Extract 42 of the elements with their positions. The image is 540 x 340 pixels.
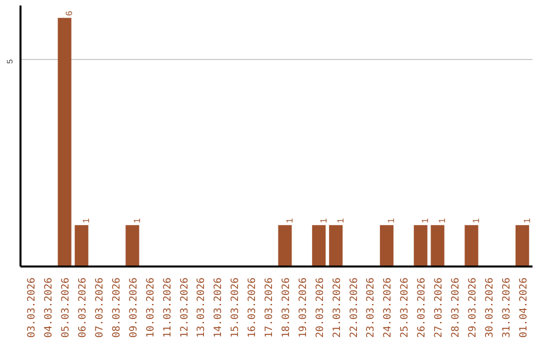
data-label: 1	[284, 218, 294, 224]
data-label: 1	[318, 218, 328, 224]
x-tick-label: 29.03.2026	[467, 277, 478, 338]
x-tick-label: 03.03.2026	[26, 277, 38, 338]
x-tick-label: 04.03.2026	[44, 277, 55, 338]
x-tick-label: 24.03.2026	[382, 277, 394, 338]
x-tick-label: 27.03.2026	[434, 277, 445, 338]
x-tick-label: 14.03.2026	[213, 277, 224, 338]
x-tick-label: 06.03.2026	[78, 277, 89, 338]
x-tick-label: 07.03.2026	[94, 277, 106, 338]
x-tick-label: 16.03.2026	[247, 277, 258, 338]
x-tick-label: 20.03.2026	[314, 277, 326, 338]
x-tick-label: 28.03.2026	[450, 277, 462, 338]
x-tick-label: 11.03.2026	[162, 277, 174, 338]
y-tick-label: 5	[6, 58, 14, 64]
x-tick-label: 10.03.2026	[145, 277, 156, 338]
x-tick-label: 21.03.2026	[332, 277, 343, 338]
data-label: 1	[335, 218, 346, 224]
x-tick-label: 19.03.2026	[298, 277, 309, 338]
x-tick-label: 25.03.2026	[400, 277, 411, 338]
x-tick-label: 13.03.2026	[196, 277, 208, 338]
x-tick-label: 08.03.2026	[111, 277, 122, 338]
data-label: 1	[81, 218, 92, 224]
data-label: 1	[522, 218, 532, 224]
x-tick-label: 12.03.2026	[179, 277, 190, 338]
data-label: 1	[420, 218, 430, 224]
x-tick-label: 01.04.2026	[518, 277, 530, 338]
data-label: 1	[386, 218, 396, 224]
x-tick-label: 26.03.2026	[416, 277, 428, 338]
data-label: 1	[470, 218, 481, 224]
x-tick-label: 23.03.2026	[366, 277, 377, 338]
x-tick-label: 22.03.2026	[348, 277, 360, 338]
x-tick-label: 09.03.2026	[128, 277, 140, 338]
x-tick-label: 30.03.2026	[484, 277, 496, 338]
x-tick-label: 05.03.2026	[60, 277, 72, 338]
x-tick-label: 18.03.2026	[280, 277, 292, 338]
data-label: 1	[132, 218, 142, 224]
x-tick-label: 15.03.2026	[230, 277, 242, 338]
data-label: 6	[64, 10, 74, 16]
x-tick-label: 17.03.2026	[264, 277, 276, 338]
data-label: 1	[437, 218, 448, 224]
x-tick-label: 31.03.2026	[501, 277, 512, 338]
